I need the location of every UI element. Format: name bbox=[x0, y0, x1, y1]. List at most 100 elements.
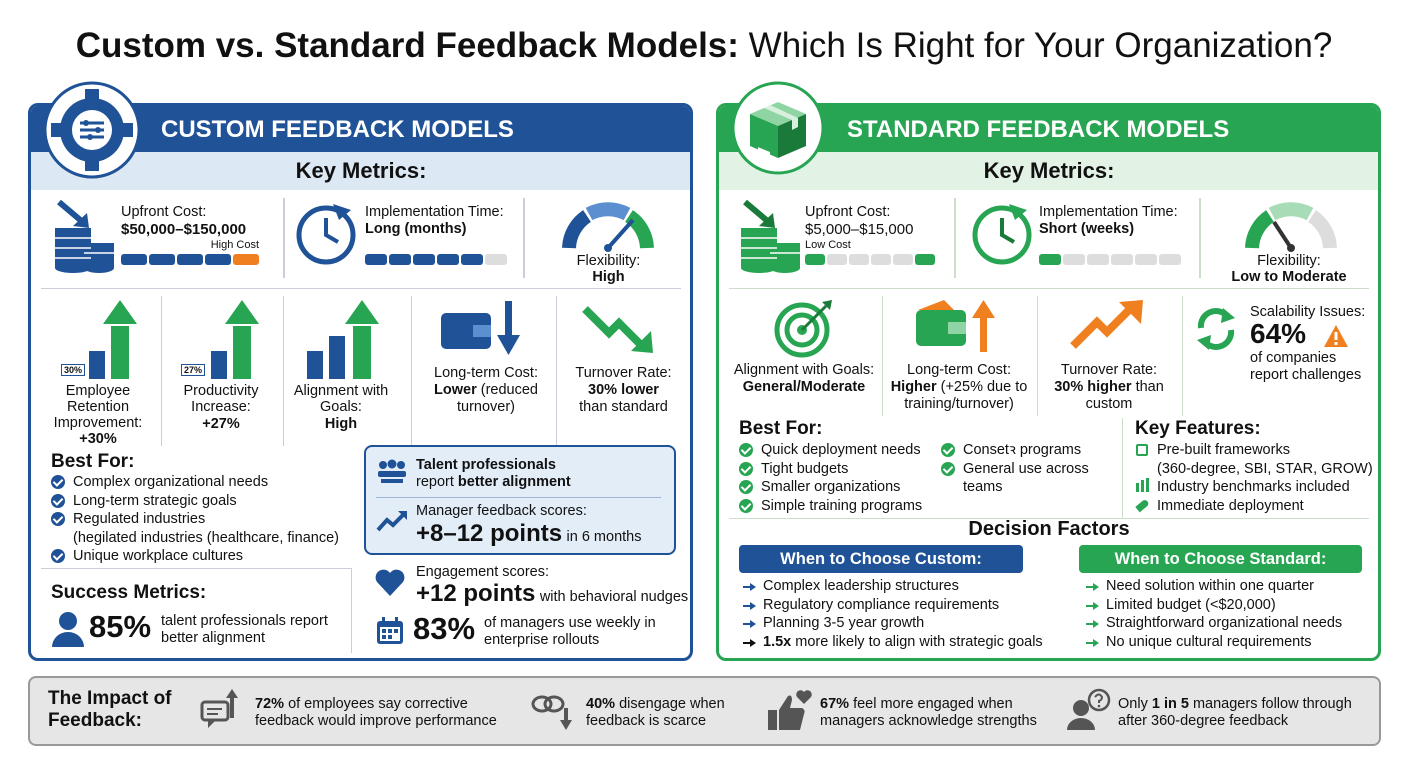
element: Complex leadership structures bbox=[741, 577, 1061, 596]
shape bbox=[1097, 704, 1101, 708]
upfront-label: Upfront Cost: bbox=[805, 204, 891, 220]
impact-bar bbox=[28, 676, 1381, 746]
shape bbox=[764, 105, 798, 130]
page-title: Custom vs. Standard Feedback Models: Whi… bbox=[0, 24, 1408, 68]
shape bbox=[606, 218, 635, 250]
down-trend-icon bbox=[582, 306, 653, 353]
shape bbox=[208, 720, 216, 728]
shape bbox=[505, 301, 512, 337]
shape bbox=[397, 461, 405, 469]
element bbox=[1159, 254, 1181, 265]
impact-lead: Only bbox=[1118, 696, 1148, 712]
shape bbox=[739, 443, 753, 457]
shape bbox=[55, 237, 114, 259]
scalability-detail: of companies report challenges bbox=[1250, 350, 1362, 383]
shape bbox=[1000, 218, 1016, 244]
turnover-label: Turnover Rate: bbox=[575, 365, 672, 381]
shape bbox=[1141, 480, 1144, 492]
implementation-label: Implementation Time: bbox=[365, 204, 504, 220]
upfront-note: Low Cost bbox=[805, 239, 851, 251]
heart-icon bbox=[375, 569, 405, 596]
element bbox=[1087, 254, 1109, 265]
upfront-value: $50,000–$150,000 bbox=[121, 221, 247, 238]
weekly-text: of managers use weekly in enterprise rol… bbox=[484, 615, 656, 648]
divider bbox=[954, 198, 956, 278]
long-term-label: Long-term Cost: bbox=[907, 362, 1011, 378]
shape bbox=[1334, 332, 1338, 340]
wallet-icon bbox=[441, 301, 520, 355]
choose-standard-list: Need solution within one quarter Limited… bbox=[1084, 577, 1374, 651]
key-features-list: Pre-built frameworks (360-degree, SBI, ST… bbox=[1135, 441, 1375, 515]
shape bbox=[1334, 342, 1338, 345]
shape bbox=[604, 244, 612, 252]
shape bbox=[796, 690, 812, 704]
custom-reason: Planning 3-5 year growth bbox=[763, 615, 925, 631]
flexibility-label: Flexibility: bbox=[1257, 253, 1321, 269]
retention-label: Employee Retention Improvement: bbox=[53, 383, 143, 431]
element bbox=[149, 254, 175, 265]
element: 72% of employees say corrective feedback… bbox=[255, 696, 515, 730]
gear-icon bbox=[43, 81, 141, 179]
shape bbox=[51, 549, 65, 563]
turnover-value: 30% lower bbox=[588, 382, 659, 398]
element bbox=[437, 254, 459, 265]
impact-emph: 67% bbox=[820, 696, 850, 712]
impact-text: disengage when feedback is scarce bbox=[586, 696, 725, 729]
shape bbox=[531, 695, 553, 713]
feature-item: Pre-built frameworks bbox=[1157, 442, 1290, 458]
shape bbox=[585, 202, 631, 221]
best-for-item: Consetꝛ programs bbox=[963, 442, 1082, 458]
best-for-item: Complex organizational needs bbox=[73, 474, 269, 490]
alignment-label: Alignment with Goals: bbox=[293, 383, 389, 415]
shape bbox=[1197, 335, 1211, 350]
shape bbox=[333, 204, 351, 220]
element bbox=[1135, 254, 1157, 265]
custom-header bbox=[31, 106, 690, 152]
standard-key-metrics: Key Metrics: bbox=[983, 158, 1115, 183]
best-for-item: Simple training programs bbox=[761, 497, 923, 514]
flexibility-value: High bbox=[592, 269, 625, 285]
shape bbox=[382, 635, 386, 639]
feedback-icon bbox=[200, 689, 238, 728]
shape bbox=[296, 205, 356, 265]
shape bbox=[543, 695, 565, 713]
disengage-icon bbox=[531, 695, 572, 730]
element: Limited budget (<$20,000) bbox=[1084, 596, 1374, 615]
element: Regulatory compliance requirements bbox=[741, 596, 1061, 615]
shape bbox=[739, 480, 753, 494]
shape bbox=[52, 632, 84, 647]
best-for-title: Best For: bbox=[51, 451, 135, 472]
element bbox=[849, 254, 869, 265]
shape bbox=[307, 351, 323, 379]
element bbox=[365, 254, 387, 265]
shape bbox=[441, 313, 491, 349]
divider bbox=[41, 288, 681, 289]
element bbox=[121, 254, 147, 265]
shape bbox=[1287, 244, 1295, 252]
element: Pre-built frameworks (360-degree, SBI, ST… bbox=[1135, 441, 1375, 478]
calendar-icon bbox=[377, 617, 403, 644]
key-features-title: Key Features: bbox=[1135, 418, 1261, 439]
shape bbox=[398, 511, 407, 520]
flexibility-value: Low to Moderate bbox=[1231, 269, 1347, 285]
shape bbox=[379, 461, 387, 469]
impact-emph: 40% bbox=[586, 696, 616, 712]
shape bbox=[624, 210, 654, 249]
element bbox=[413, 254, 435, 265]
retention-value: +30% bbox=[79, 431, 117, 447]
shape bbox=[388, 629, 392, 633]
shape bbox=[582, 306, 646, 350]
shape bbox=[1135, 498, 1150, 512]
alignment-value: High bbox=[324, 416, 358, 432]
success-text: talent professionals report better align… bbox=[161, 613, 328, 646]
highlight-lead: Talent professionals bbox=[416, 457, 556, 473]
shape bbox=[1136, 483, 1139, 492]
divider bbox=[882, 296, 883, 416]
success-value: 85% bbox=[89, 609, 152, 644]
shape bbox=[59, 612, 77, 630]
shape bbox=[121, 123, 133, 137]
shape bbox=[51, 493, 65, 508]
shape bbox=[95, 127, 101, 133]
shape bbox=[85, 159, 99, 171]
element: Quick deployment needs bbox=[739, 441, 939, 460]
